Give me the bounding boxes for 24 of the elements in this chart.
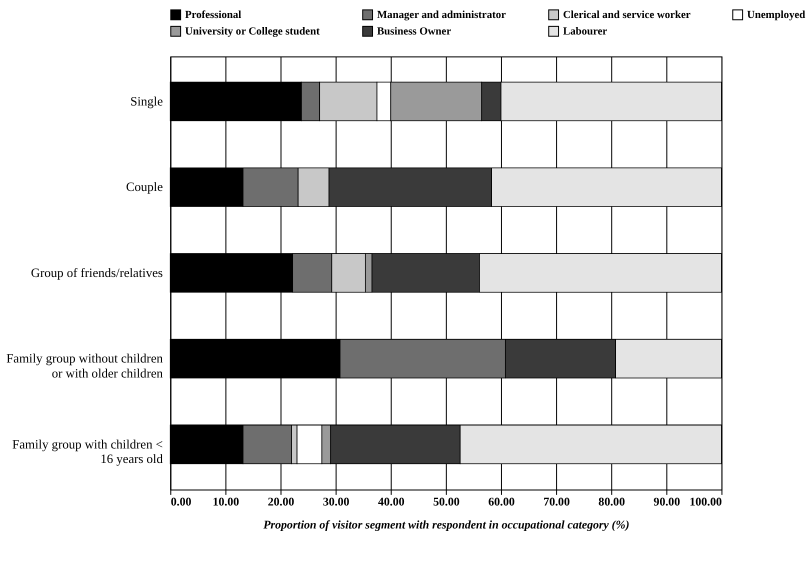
legend-label: University or College student (185, 25, 320, 38)
legend-label: Business Owner (376, 25, 452, 38)
x-tick-label: 10.00 (212, 494, 240, 509)
legend-label: Manager and administrator (376, 8, 506, 21)
y-tick-label: Family group with children < 16 years old (12, 437, 164, 466)
legend-label: Unemployed (747, 8, 806, 21)
y-tick-label: Single (130, 94, 164, 108)
x-tick-label: 20.00 (268, 494, 294, 509)
x-tick-label: 90.00 (654, 494, 680, 509)
legend-label: Clerical and service worker (562, 8, 691, 21)
x-tick-label: 50.00 (433, 494, 460, 509)
y-tick-label: Group of friends/relatives (30, 266, 163, 280)
legend-label: Labourer (562, 25, 608, 38)
x-tick-label: 40.00 (378, 494, 405, 509)
x-tick-label: 30.00 (322, 494, 350, 509)
x-tick-label: 70.00 (543, 494, 570, 509)
legend-label: Professional (185, 8, 242, 21)
x-axis-title: Proportion of visitor segment with respondent in occupational category (%) (263, 517, 630, 532)
y-tick-label: Family group without children or with older children (6, 352, 164, 380)
x-tick-label: 0.00 (170, 494, 192, 509)
x-tick-label: 60.00 (488, 494, 515, 509)
x-tick-label: 100.00 (689, 494, 722, 509)
x-tick-label: 80.00 (598, 494, 626, 509)
y-tick-label: Couple (126, 180, 164, 194)
